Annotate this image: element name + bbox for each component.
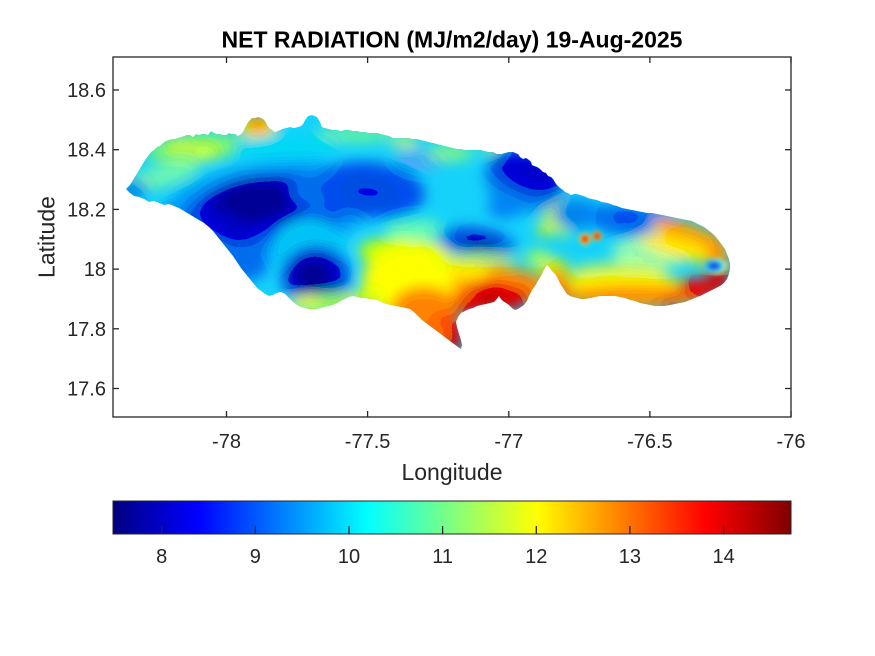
svg-text:18.6: 18.6 bbox=[67, 80, 106, 102]
svg-text:9: 9 bbox=[250, 546, 261, 568]
svg-text:14: 14 bbox=[712, 546, 734, 568]
svg-text:-76.5: -76.5 bbox=[627, 431, 673, 453]
svg-text:10: 10 bbox=[338, 546, 360, 568]
svg-text:18.4: 18.4 bbox=[67, 140, 106, 162]
svg-text:-78: -78 bbox=[212, 431, 241, 453]
svg-text:12: 12 bbox=[525, 546, 547, 568]
svg-text:Longitude: Longitude bbox=[401, 459, 502, 485]
svg-text:NET RADIATION (MJ/m2/day) 19-A: NET RADIATION (MJ/m2/day) 19-Aug-2025 bbox=[222, 27, 683, 53]
svg-text:13: 13 bbox=[619, 546, 641, 568]
svg-text:-76: -76 bbox=[777, 431, 806, 453]
svg-text:18: 18 bbox=[84, 259, 106, 281]
svg-text:17.6: 17.6 bbox=[67, 379, 106, 401]
svg-text:8: 8 bbox=[156, 546, 167, 568]
svg-text:17.8: 17.8 bbox=[67, 319, 106, 341]
svg-text:Latitude: Latitude bbox=[34, 196, 60, 278]
svg-text:11: 11 bbox=[432, 546, 453, 568]
svg-text:18.2: 18.2 bbox=[67, 199, 106, 221]
svg-text:-77: -77 bbox=[494, 431, 523, 453]
svg-text:-77.5: -77.5 bbox=[345, 431, 391, 453]
